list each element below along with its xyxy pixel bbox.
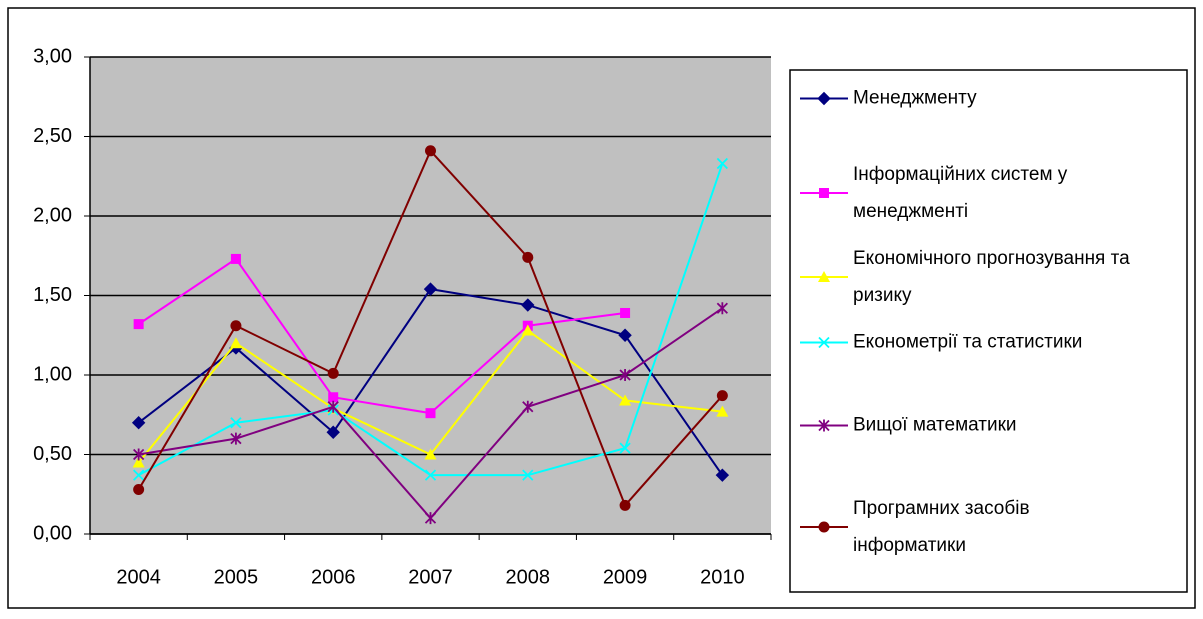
legend-label: Економетрії та статистики — [853, 331, 1083, 353]
marker — [818, 271, 830, 282]
legend-label: Інформаційних систем у менеджменті — [853, 164, 1068, 222]
legend-item: Інформаційних систем у менеджменті — [800, 156, 1103, 230]
marker — [716, 302, 728, 315]
marker — [326, 425, 340, 439]
marker — [522, 400, 534, 413]
marker — [133, 469, 145, 481]
marker — [619, 499, 631, 511]
marker — [716, 390, 728, 402]
y-tick-label: 3,00 — [33, 45, 72, 67]
marker — [230, 417, 242, 429]
marker — [522, 251, 534, 263]
marker — [230, 320, 242, 332]
legend-swatch — [800, 419, 848, 431]
x-tick-label: 2008 — [506, 566, 551, 588]
legend-swatch — [800, 188, 848, 198]
marker — [133, 319, 144, 330]
marker — [327, 367, 339, 379]
marker — [619, 369, 631, 381]
x-tick-label: 2006 — [311, 566, 356, 588]
legend-item: Менеджменту — [800, 80, 1153, 117]
marker — [818, 521, 830, 533]
marker — [716, 405, 729, 417]
y-tick-label: 0,50 — [33, 443, 72, 465]
marker — [424, 448, 437, 460]
marker — [521, 324, 534, 336]
legend-label: Менеджменту — [853, 87, 977, 109]
marker — [229, 337, 242, 349]
legend-swatch — [800, 336, 848, 348]
x-tick-label: 2007 — [408, 566, 453, 588]
marker — [133, 448, 145, 461]
legend-item: Економічного прогнозування та ризику — [800, 240, 1153, 314]
legend-swatch — [800, 521, 848, 533]
marker — [132, 456, 145, 468]
x-tick-label: 2009 — [603, 566, 648, 588]
marker — [328, 392, 339, 403]
marker — [716, 157, 728, 170]
y-tick-label: 1,00 — [33, 363, 72, 385]
legend-label: Вищої математики — [853, 414, 1017, 436]
marker — [425, 408, 436, 419]
marker — [424, 512, 437, 525]
y-tick-label: 2,50 — [33, 125, 72, 147]
marker — [230, 432, 242, 445]
marker — [522, 469, 534, 481]
legend-item: Програмних засобів інформатики — [800, 490, 1053, 564]
marker — [817, 91, 831, 105]
series-line — [138, 257, 626, 415]
x-tick-label: 2004 — [116, 566, 161, 588]
legend-swatch — [800, 91, 848, 105]
marker — [425, 145, 436, 157]
marker — [618, 328, 632, 342]
marker — [818, 336, 830, 348]
marker — [619, 442, 631, 454]
marker — [620, 307, 631, 318]
marker — [230, 253, 241, 264]
y-tick-label: 1,50 — [33, 284, 72, 306]
marker — [619, 394, 632, 406]
legend-item: Вищої математики — [800, 407, 1173, 444]
marker — [521, 298, 535, 312]
marker — [131, 415, 146, 430]
marker — [424, 469, 437, 481]
x-tick-label: 2005 — [214, 566, 259, 588]
marker — [327, 400, 339, 413]
marker — [715, 468, 730, 482]
legend-item: Економетрії та статистики — [800, 324, 1173, 361]
marker — [819, 188, 829, 198]
legend-label: Програмних засобів інформатики — [853, 498, 1030, 556]
legend-box — [789, 69, 1188, 593]
x-tick-label: 2010 — [700, 566, 745, 588]
y-tick-label: 0,00 — [33, 522, 72, 544]
legend-label: Економічного прогнозування та ризику — [853, 248, 1130, 306]
marker — [818, 419, 830, 431]
legend-swatch — [800, 271, 848, 282]
marker — [133, 483, 145, 495]
marker — [423, 282, 438, 296]
y-tick-label: 2,00 — [33, 204, 72, 226]
